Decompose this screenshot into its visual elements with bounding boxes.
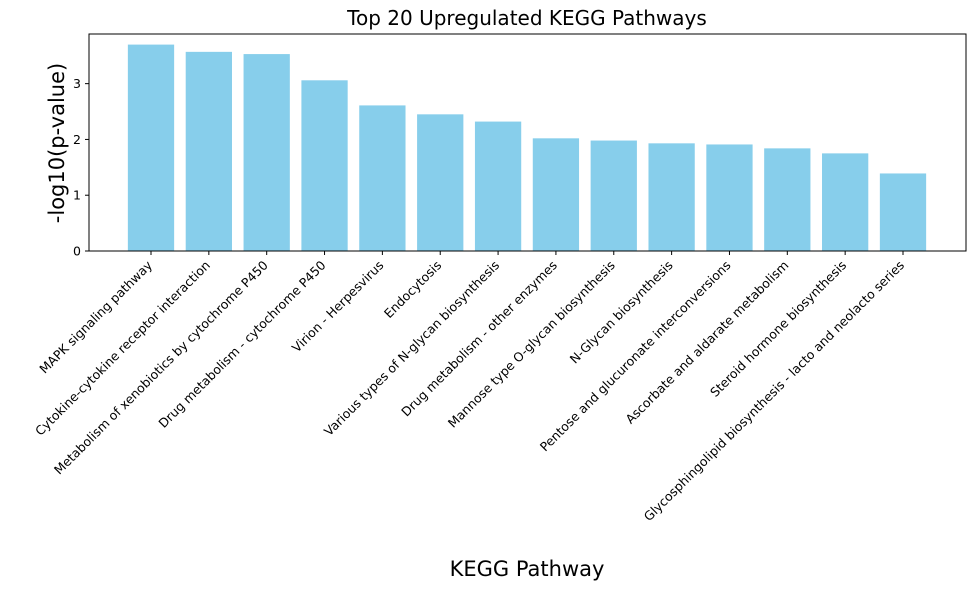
x-tick-label: Metabolism of xenobiotics by cytochrome … — [51, 257, 271, 477]
bar — [590, 140, 637, 251]
x-axis-label: KEGG Pathway — [450, 557, 605, 581]
y-axis: 0 1 2 3 — [73, 76, 89, 259]
bar — [532, 138, 580, 251]
bar — [301, 80, 348, 251]
y-axis-label: -log10(p-value) — [45, 63, 69, 223]
bar — [243, 54, 290, 252]
chart-title: Top 20 Upregulated KEGG Pathways — [346, 6, 707, 30]
y-tick-label: 2 — [73, 132, 81, 147]
y-tick-label: 1 — [73, 188, 81, 203]
bar — [648, 143, 695, 251]
x-tick-label: Glycosphingolipid biosynthesis - lacto a… — [641, 258, 907, 524]
x-tick-label: Endocytosis — [381, 258, 444, 321]
bar — [359, 105, 406, 252]
bar — [127, 44, 175, 252]
x-axis: MAPK signaling pathwayCytokine-cytokine … — [32, 251, 907, 524]
bar — [417, 114, 464, 252]
bar — [185, 51, 232, 252]
plot-frame — [88, 33, 967, 252]
y-tick-label: 0 — [73, 244, 81, 259]
bar — [764, 148, 811, 251]
bar — [879, 173, 927, 251]
bars-group — [127, 44, 927, 252]
x-tick-label: N-Glycan biosynthesis — [567, 258, 676, 367]
bar — [822, 153, 869, 251]
x-tick-label: MAPK signaling pathway — [36, 257, 155, 376]
bar — [474, 121, 522, 251]
y-tick-label: 3 — [73, 76, 81, 91]
bar — [706, 144, 753, 251]
